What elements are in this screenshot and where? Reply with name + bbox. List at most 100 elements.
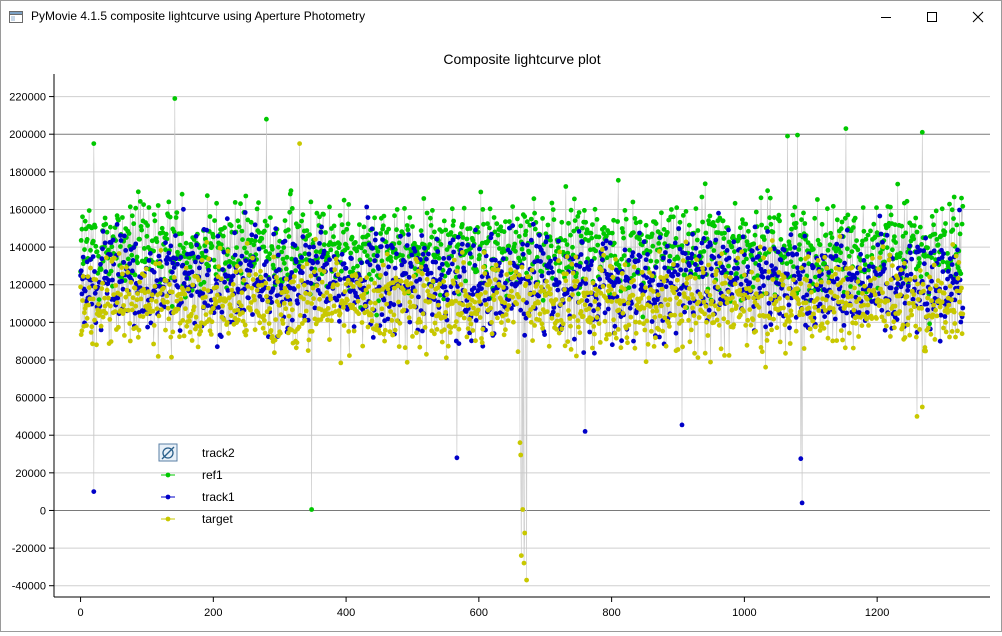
minimize-button[interactable] <box>863 1 909 32</box>
lightcurve-chart[interactable]: Composite lightcurve plot 22000020000018… <box>1 32 1001 631</box>
data-point <box>957 299 962 305</box>
data-point <box>262 218 268 224</box>
data-point <box>548 291 553 297</box>
data-point <box>742 272 747 278</box>
data-point <box>193 259 198 265</box>
legend-item-track1[interactable]: track1 <box>161 490 235 504</box>
data-point <box>132 285 138 291</box>
data-point <box>443 227 449 233</box>
data-point <box>92 284 98 290</box>
data-point <box>825 247 831 253</box>
data-point <box>84 237 90 242</box>
legend-item-target[interactable]: target <box>161 512 233 526</box>
data-point <box>264 259 269 264</box>
data-point <box>93 277 99 282</box>
data-point <box>696 315 702 320</box>
data-point <box>950 242 956 247</box>
data-point <box>510 223 516 229</box>
data-point <box>524 242 530 248</box>
hidden-eye-icon[interactable] <box>158 443 178 462</box>
data-point <box>637 254 643 259</box>
data-point <box>404 223 410 228</box>
data-point <box>307 232 312 238</box>
data-point <box>370 306 375 312</box>
data-point <box>206 267 212 273</box>
data-point <box>147 251 153 256</box>
data-point <box>442 284 448 290</box>
data-point <box>646 295 652 301</box>
data-point <box>609 299 614 304</box>
data-point <box>649 328 654 334</box>
data-point <box>686 231 691 237</box>
data-point <box>254 206 260 212</box>
legend[interactable]: track2 ref1 track1 target <box>158 443 235 526</box>
data-point <box>536 317 542 323</box>
data-point <box>577 330 583 336</box>
close-button[interactable] <box>955 1 1001 32</box>
data-point <box>625 340 630 346</box>
data-point <box>102 295 107 301</box>
data-point <box>173 256 179 262</box>
data-point <box>522 232 528 238</box>
data-point <box>210 305 216 311</box>
data-point <box>349 234 355 240</box>
data-point <box>114 300 120 306</box>
data-point <box>817 301 823 307</box>
data-point <box>102 240 108 246</box>
data-point <box>579 298 585 303</box>
data-point <box>631 264 637 270</box>
data-point <box>860 291 865 296</box>
data-point <box>518 276 524 282</box>
data-point <box>99 256 105 262</box>
legend-item-ref1[interactable]: ref1 <box>161 468 223 482</box>
y-tick-label: 60000 <box>15 393 46 405</box>
data-point <box>92 290 98 296</box>
data-point <box>459 311 464 316</box>
data-point <box>564 271 569 277</box>
data-point <box>570 270 576 276</box>
data-point <box>331 282 336 288</box>
data-point <box>308 199 314 205</box>
data-point <box>695 355 701 360</box>
data-point <box>82 218 88 224</box>
data-point <box>266 285 271 291</box>
data-point <box>252 327 258 333</box>
data-point <box>239 253 245 259</box>
data-point <box>365 324 371 330</box>
data-point <box>407 299 413 305</box>
legend-item-track2[interactable]: track2 <box>158 443 235 462</box>
data-point <box>568 207 574 213</box>
data-point <box>397 320 403 326</box>
data-point <box>520 297 526 303</box>
data-point <box>291 287 297 292</box>
data-point <box>588 320 593 325</box>
data-point <box>757 244 763 250</box>
data-point <box>445 343 451 349</box>
data-point <box>706 262 711 268</box>
data-point <box>122 333 127 338</box>
data-point <box>506 297 512 302</box>
data-point <box>79 291 85 297</box>
data-point <box>92 224 98 230</box>
data-point <box>103 310 109 316</box>
data-point <box>878 298 884 304</box>
data-point <box>386 264 391 270</box>
data-point <box>355 263 360 269</box>
data-point <box>528 319 534 325</box>
data-point <box>214 344 220 350</box>
data-point <box>726 263 731 269</box>
plot-area[interactable]: Composite lightcurve plot 220000 200000 18… <box>1 32 1001 631</box>
data-point <box>278 330 283 336</box>
title-bar[interactable]: PyMovie 4.1.5 composite lightcurve using… <box>1 1 1001 32</box>
data-point <box>493 257 498 263</box>
data-point <box>403 271 409 276</box>
data-point <box>798 256 804 262</box>
data-point <box>668 280 674 286</box>
data-point <box>92 269 97 274</box>
maximize-button[interactable] <box>909 1 955 32</box>
data-point <box>515 216 520 222</box>
y-tick-label: 120000 <box>9 280 46 292</box>
data-point <box>594 315 600 320</box>
data-point <box>166 316 172 322</box>
